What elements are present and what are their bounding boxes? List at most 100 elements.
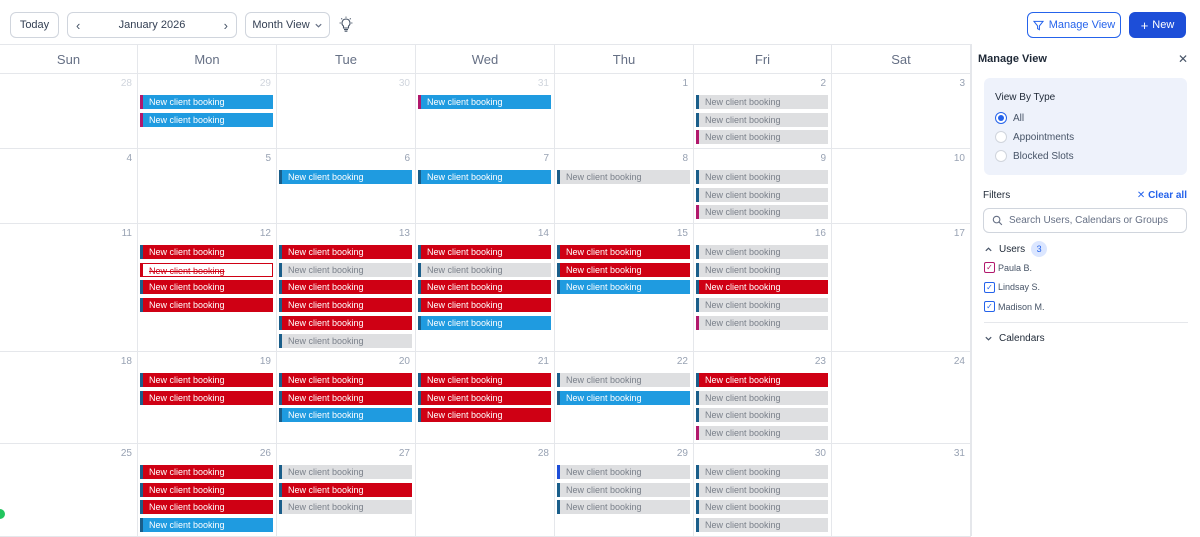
chevron-left-icon[interactable]: ‹ <box>76 17 81 33</box>
day-cell[interactable]: 29 New client booking New client booking <box>138 74 277 149</box>
view-select[interactable]: Month View <box>245 12 330 38</box>
event-chip[interactable]: New client booking <box>279 465 412 479</box>
radio-button-selected[interactable] <box>995 112 1007 124</box>
event-chip[interactable]: New client booking <box>279 262 412 277</box>
event-chip[interactable]: New client booking <box>696 245 828 259</box>
new-button[interactable]: + New <box>1129 12 1186 38</box>
event-chip[interactable]: New client booking <box>140 500 273 515</box>
event-chip[interactable]: New client booking <box>557 262 690 277</box>
day-cell[interactable]: 16 New client booking New client booking Ne… <box>694 224 832 352</box>
event-chip[interactable]: New client booking <box>279 482 412 497</box>
event-chip[interactable]: New client booking <box>279 500 412 515</box>
clear-all-button[interactable]: ✕ Clear all <box>1137 190 1187 201</box>
day-cell[interactable]: 29 New client booking New client booking Ne… <box>555 444 694 537</box>
day-cell[interactable]: 8 New client booking <box>555 149 694 224</box>
event-chip[interactable]: New client booking <box>696 280 828 295</box>
event-chip[interactable]: New client booking <box>279 390 412 405</box>
event-chip[interactable]: New client booking <box>418 95 551 109</box>
event-chip[interactable]: New client booking <box>696 390 828 405</box>
event-chip[interactable]: New client booking <box>418 315 551 330</box>
close-icon[interactable]: ✕ <box>1177 52 1188 66</box>
today-button[interactable]: Today <box>10 12 59 38</box>
event-chip[interactable]: New client booking <box>696 408 828 423</box>
event-chip[interactable]: New client booking <box>557 280 690 295</box>
event-chip[interactable]: New client booking <box>696 315 828 330</box>
day-cell[interactable]: 1 <box>555 74 694 149</box>
event-chip[interactable]: New client booking <box>696 298 828 313</box>
event-chip[interactable]: New client booking <box>557 500 690 515</box>
radio-button[interactable] <box>995 131 1007 143</box>
event-chip[interactable]: New client booking <box>279 280 412 295</box>
event-chip[interactable]: New client booking <box>418 373 551 387</box>
day-cell[interactable]: 12 New client booking New client booking Ne… <box>138 224 277 352</box>
event-chip[interactable]: New client booking <box>279 315 412 330</box>
event-chip[interactable]: New client booking <box>279 333 412 348</box>
day-cell[interactable]: 11 <box>0 224 138 352</box>
day-cell[interactable]: 5 <box>138 149 277 224</box>
day-cell[interactable]: 24 <box>832 352 971 444</box>
checkbox-checked-icon[interactable]: ✓ <box>984 301 995 312</box>
event-chip[interactable]: New client booking <box>279 373 412 387</box>
day-cell[interactable]: 28 <box>416 444 555 537</box>
event-chip[interactable]: New client booking <box>696 205 828 220</box>
user-filter-item[interactable]: ✓ Lindsay S. <box>984 281 1040 293</box>
event-chip[interactable]: New client booking <box>696 95 828 109</box>
day-cell[interactable]: 20 New client booking New client booking Ne… <box>277 352 416 444</box>
search-input[interactable]: Search Users, Calendars or Groups <box>983 208 1187 233</box>
event-chip[interactable]: New client booking <box>557 482 690 497</box>
event-chip[interactable]: New client booking <box>696 518 828 533</box>
day-cell[interactable]: 4 <box>0 149 138 224</box>
event-chip[interactable]: New client booking <box>696 170 828 184</box>
user-filter-item[interactable]: ✓ Madison M. <box>984 301 1045 312</box>
event-chip[interactable]: New client booking <box>140 373 273 387</box>
lightbulb-icon[interactable] <box>338 16 354 34</box>
radio-appointments[interactable]: Appointments <box>995 131 1074 143</box>
manage-view-button[interactable]: Manage View <box>1027 12 1121 38</box>
event-chip[interactable]: New client booking <box>557 390 690 405</box>
event-chip[interactable]: New client booking <box>140 518 273 533</box>
event-chip[interactable]: New client booking <box>557 245 690 259</box>
radio-blocked-slots[interactable]: Blocked Slots <box>995 150 1074 162</box>
day-cell[interactable]: 2 New client booking New client booking New… <box>694 74 832 149</box>
event-chip[interactable]: New client booking <box>696 482 828 497</box>
day-cell[interactable]: 13 New client booking New client booking Ne… <box>277 224 416 352</box>
day-cell[interactable]: 21 New client booking New client booking Ne… <box>416 352 555 444</box>
event-chip[interactable]: New client booking <box>140 112 273 127</box>
event-chip[interactable]: New client booking <box>418 245 551 259</box>
event-chip[interactable]: New client booking <box>557 170 690 184</box>
event-chip[interactable]: New client booking <box>140 95 273 109</box>
day-cell[interactable]: 23 New client booking New client booking Ne… <box>694 352 832 444</box>
day-cell[interactable]: 3 <box>832 74 971 149</box>
checkbox-checked-icon[interactable]: ✓ <box>984 262 995 273</box>
day-cell[interactable]: 31 New client booking <box>416 74 555 149</box>
day-cell[interactable]: 17 <box>832 224 971 352</box>
chevron-right-icon[interactable]: › <box>223 17 228 33</box>
day-cell[interactable]: 30 <box>277 74 416 149</box>
event-chip[interactable]: New client booking <box>696 187 828 202</box>
checkbox-checked-icon[interactable]: ✓ <box>984 281 995 293</box>
event-chip[interactable]: New client booking <box>279 245 412 259</box>
day-cell[interactable]: 15 New client booking New client booking Ne… <box>555 224 694 352</box>
event-chip[interactable]: New client booking <box>140 390 273 405</box>
day-cell[interactable]: 30 New client booking New client booking Ne… <box>694 444 832 537</box>
event-chip[interactable]: New client booking <box>279 298 412 313</box>
event-chip[interactable]: New client booking <box>418 262 551 277</box>
event-chip[interactable]: New client booking <box>696 465 828 479</box>
event-chip[interactable]: New client booking <box>418 390 551 405</box>
event-chip[interactable]: New client booking <box>696 130 828 145</box>
day-cell[interactable]: 18 <box>0 352 138 444</box>
event-chip[interactable]: New client booking <box>418 280 551 295</box>
event-chip[interactable]: New client booking <box>140 262 273 277</box>
radio-button[interactable] <box>995 150 1007 162</box>
event-chip[interactable]: New client booking <box>557 373 690 387</box>
event-chip[interactable]: New client booking <box>140 245 273 259</box>
day-cell[interactable]: 25 <box>0 444 138 537</box>
event-chip[interactable]: New client booking <box>418 408 551 423</box>
event-chip[interactable]: New client booking <box>140 298 273 313</box>
day-cell[interactable]: 14 New client booking New client booking Ne… <box>416 224 555 352</box>
day-cell[interactable]: 9 New client booking New client booking New… <box>694 149 832 224</box>
users-section-toggle[interactable]: Users 3 <box>984 241 1048 257</box>
event-chip[interactable]: New client booking <box>696 112 828 127</box>
event-chip[interactable]: New client booking <box>696 262 828 277</box>
day-cell[interactable]: 26 New client booking New client booking Ne… <box>138 444 277 537</box>
